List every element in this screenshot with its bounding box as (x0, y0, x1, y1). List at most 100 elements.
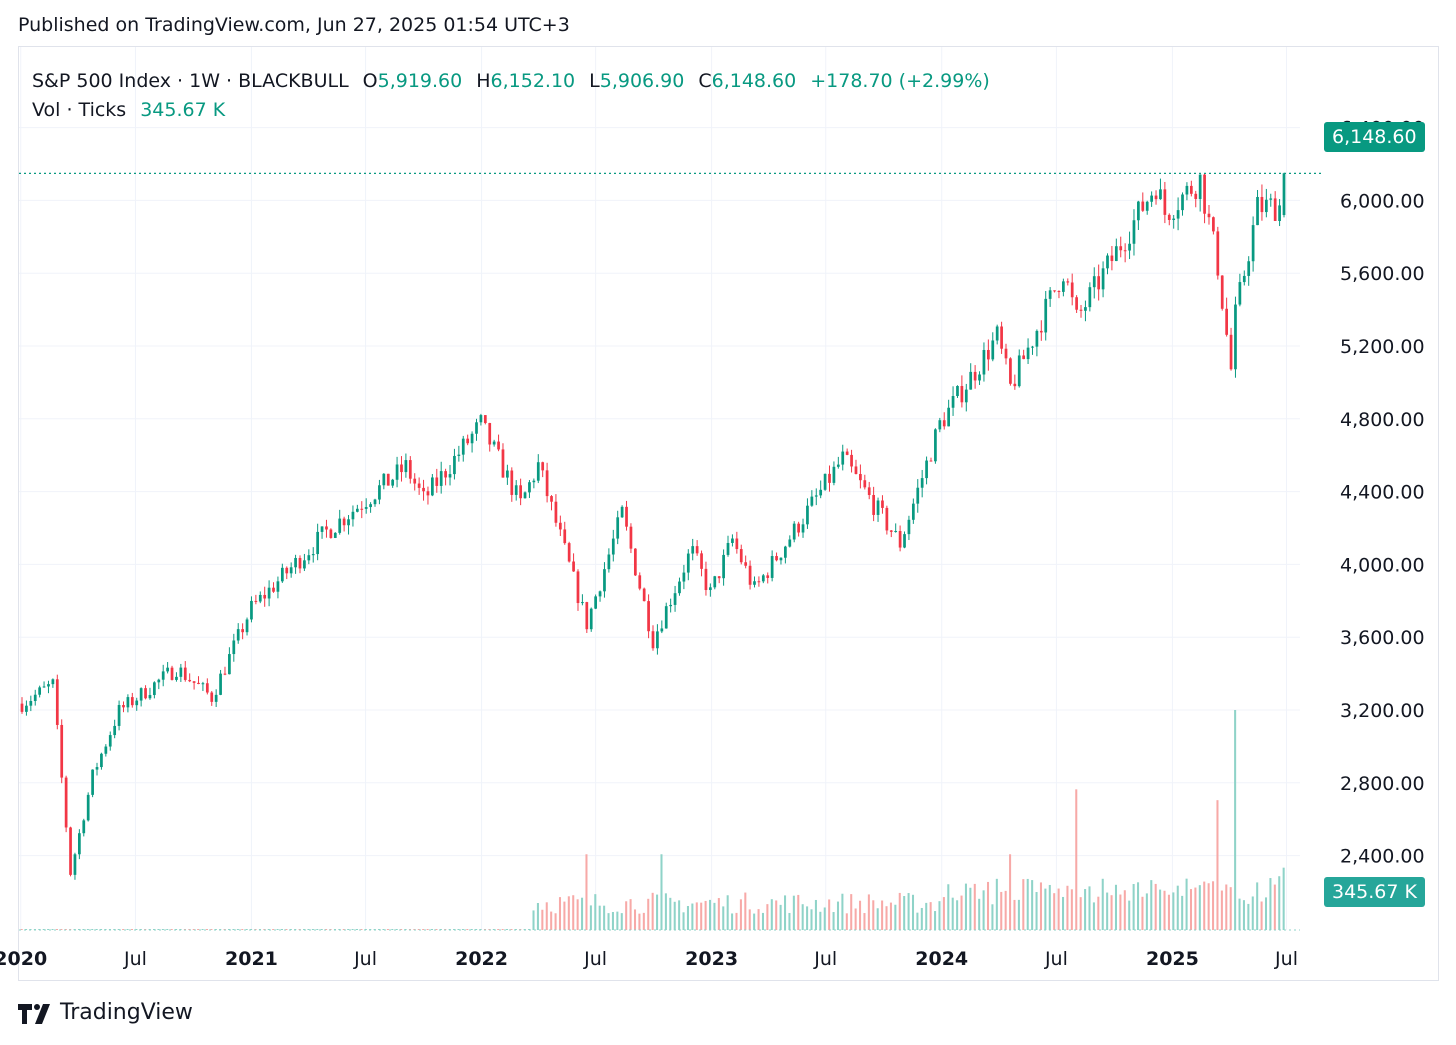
candle-body (744, 562, 748, 566)
symbol-label[interactable]: S&P 500 Index · 1W · BLACKBULL (32, 69, 349, 92)
candle-body (395, 464, 399, 480)
candle-body (885, 507, 889, 531)
candle-body (117, 704, 121, 726)
candle-body (280, 567, 284, 582)
x-tick-label: 2020 (0, 948, 47, 970)
volume-bar (889, 902, 892, 930)
candle-body (506, 470, 509, 478)
candle-body (175, 676, 178, 680)
candle-body (488, 423, 492, 445)
candle-body (1212, 217, 1215, 232)
candle-body (183, 667, 187, 680)
candle-body (810, 496, 814, 506)
volume-bar (1185, 878, 1188, 930)
candle-body (86, 794, 90, 821)
volume-bar (1097, 896, 1100, 930)
candle-body (38, 687, 42, 695)
volume-bar (1238, 898, 1241, 930)
y-tick-label: 4,800.00 (1340, 409, 1425, 431)
candle-body (828, 473, 831, 483)
volume-bar (598, 905, 601, 930)
candle-body (78, 833, 81, 855)
candle-body (1269, 198, 1273, 200)
candle-body (1194, 193, 1198, 199)
candle-body (307, 555, 311, 561)
close-label: C (698, 69, 712, 92)
candle-body (1075, 297, 1078, 310)
candle-body (748, 565, 752, 585)
candle-body (664, 606, 668, 629)
volume-bar (585, 854, 588, 930)
candlestick-chart[interactable]: 2,400.00 2,800.00 3,200.00 3,600.00 4,000.00… (0, 0, 1456, 985)
candle-body (20, 703, 24, 712)
candle-body (823, 473, 827, 490)
x-tick-label: Jul (1274, 948, 1298, 970)
candle-body (232, 640, 236, 655)
volume-bar (797, 894, 800, 930)
candle-body (995, 326, 999, 341)
candle-body (947, 407, 951, 427)
candle-body (929, 460, 933, 462)
volume-bar (691, 903, 694, 930)
candle-body (219, 673, 222, 695)
candle-body (594, 596, 597, 609)
candle-body (1154, 195, 1158, 200)
open-label: O (362, 69, 378, 92)
high-value: 6,152.10 (490, 69, 576, 92)
volume-bar (920, 907, 923, 930)
candle-body (267, 587, 271, 599)
volume-bar (678, 900, 681, 930)
volume-bar (307, 929, 310, 930)
volume-bar (347, 929, 350, 930)
volume-bar (475, 929, 478, 930)
candle-body (982, 349, 986, 375)
candle-body (651, 631, 655, 649)
candle-body (1207, 213, 1211, 218)
y-tick-label: 2,800.00 (1340, 773, 1425, 795)
candle-body (1119, 246, 1123, 251)
volume-bar (1172, 892, 1175, 930)
volume-bar (1273, 884, 1276, 930)
candle-body (1189, 185, 1193, 194)
x-tick-label: 2021 (225, 948, 278, 970)
candle-body (669, 604, 673, 607)
candle-body (338, 518, 342, 533)
candle-body (148, 695, 152, 699)
candle-body (528, 482, 531, 493)
volume-bar (761, 912, 764, 930)
candle-body (126, 697, 130, 708)
candle-body (333, 532, 337, 538)
candle-body (836, 464, 840, 467)
volume-bar (466, 929, 469, 930)
volume-bar (1009, 854, 1012, 930)
candle-body (589, 608, 593, 630)
candle-body (228, 654, 231, 675)
x-tick-label: 2022 (455, 948, 508, 970)
volume-bar (201, 929, 204, 930)
candle-body (907, 519, 911, 535)
volume-bar (885, 906, 888, 930)
candle-body (598, 591, 602, 597)
candle-body (51, 679, 55, 685)
candle-body (1273, 198, 1277, 221)
candle-body (1084, 307, 1087, 311)
candle-body (192, 681, 196, 683)
volume-bar (431, 929, 434, 930)
volume-bar (686, 906, 689, 930)
candle-body (417, 483, 421, 488)
tradingview-logo[interactable]: TradingView (18, 1000, 193, 1025)
volume-label[interactable]: Vol · Ticks (32, 98, 127, 121)
volume-bar (872, 900, 875, 930)
volume-bar (594, 894, 597, 930)
candle-body (492, 441, 496, 445)
candle-body (1282, 173, 1286, 216)
candle-body (960, 386, 964, 403)
candle-body (709, 587, 712, 591)
volume-bar (951, 897, 954, 930)
candle-body (704, 568, 708, 591)
candle-body (461, 438, 465, 455)
candle-body (850, 454, 853, 467)
volume-bar (722, 906, 725, 930)
volume-bar (1084, 889, 1087, 930)
volume-bar (567, 896, 570, 930)
